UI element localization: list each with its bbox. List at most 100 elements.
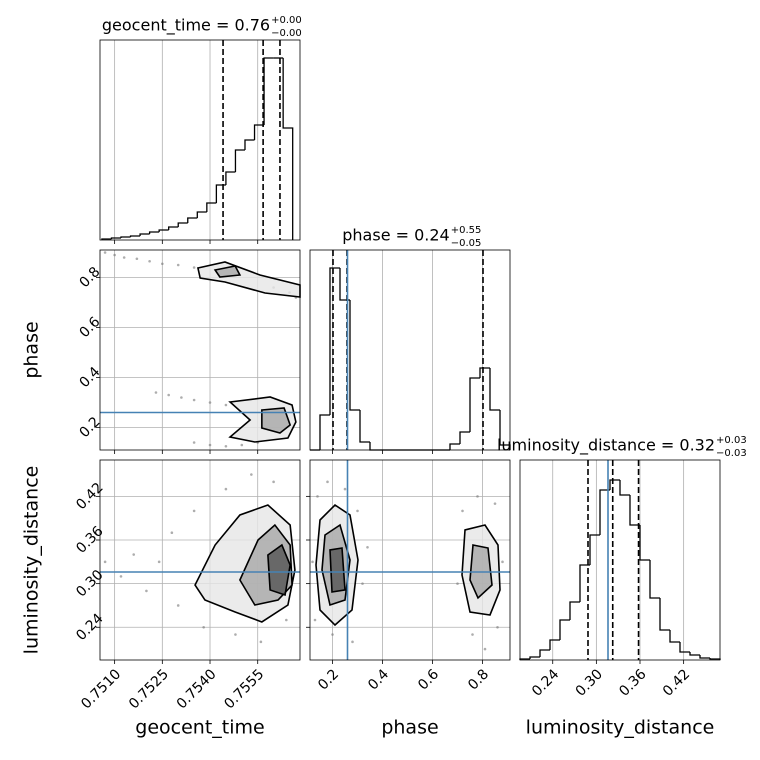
sample-point <box>208 443 212 447</box>
x-tick-label: 0.7555 <box>221 666 267 712</box>
sample-point <box>135 257 139 261</box>
y-axis-label: phase <box>21 321 43 378</box>
hist-bin <box>253 124 265 140</box>
panel-title: geocent_time = 0.76 <box>102 16 270 36</box>
hist-bin <box>569 601 580 620</box>
title-sub: −0.05 <box>451 238 482 249</box>
sample-point <box>240 443 244 447</box>
sample-point <box>157 560 161 564</box>
contour <box>329 547 346 593</box>
hist-bin <box>206 202 217 212</box>
hist-bin <box>549 639 560 650</box>
sample-point <box>154 391 158 394</box>
contour <box>196 261 301 298</box>
hist-bin <box>649 560 660 599</box>
sample-point <box>145 589 148 593</box>
contour <box>267 543 291 597</box>
hist-bin <box>319 414 330 450</box>
x-tick-label: 0.24 <box>529 666 562 699</box>
hist-bin <box>559 619 570 640</box>
panel-title: phase = 0.24 <box>342 226 449 245</box>
y-tick-label: 0.4 <box>76 364 103 391</box>
x-tick-label: 0.8 <box>465 666 492 693</box>
hist-bin <box>359 410 370 443</box>
sample-point <box>132 553 136 556</box>
hist-bin <box>263 57 274 125</box>
sample-point <box>180 396 183 399</box>
sample-point <box>103 251 107 254</box>
sample-point <box>356 509 359 513</box>
sample-point <box>285 618 288 622</box>
hist-bin <box>329 267 340 415</box>
y-tick-label: 0.2 <box>76 414 103 441</box>
hist-bin <box>609 479 620 490</box>
sample-point <box>311 560 314 564</box>
sample-point <box>167 393 170 397</box>
contour <box>261 407 292 434</box>
title-sup: +0.00 <box>271 15 302 26</box>
sample-point <box>456 582 459 585</box>
sample-point <box>234 633 237 636</box>
panel-frame <box>99 39 301 241</box>
sample-point <box>103 560 107 564</box>
x-axis-label: phase <box>381 717 438 739</box>
hist-bin <box>339 268 350 301</box>
hist-bin <box>244 139 255 150</box>
x-tick-label: 0.30 <box>573 666 606 699</box>
x-tick-label: 0.7525 <box>126 666 172 712</box>
panel-title: luminosity_distance = 0.32 <box>497 436 715 456</box>
sample-point <box>224 487 228 491</box>
hist-bin <box>589 534 600 565</box>
hist-bin <box>619 480 630 496</box>
sample-point <box>148 259 151 263</box>
hist-bin <box>539 649 550 657</box>
sample-point <box>176 604 180 607</box>
x-tick-label: 0.7540 <box>174 666 220 712</box>
hist-bin <box>215 184 226 203</box>
sample-point <box>366 545 369 549</box>
hist-bin <box>449 443 460 450</box>
sample-point <box>483 647 487 651</box>
hist-bin <box>529 656 540 659</box>
sample-point <box>192 398 196 402</box>
hist-bin <box>369 442 380 451</box>
hist-bin <box>599 489 610 535</box>
hist-bin <box>148 231 160 234</box>
x-tick-label: 0.6 <box>415 666 442 693</box>
panel-frame <box>99 459 301 661</box>
y-axis-label: luminosity_distance <box>21 466 43 655</box>
x-tick-label: 0.36 <box>616 666 649 699</box>
sample-point <box>361 582 364 585</box>
sample-point <box>331 633 334 636</box>
hist-bin <box>129 235 141 237</box>
title-sup: +0.03 <box>716 435 747 446</box>
hist-bin <box>639 525 650 561</box>
sample-point <box>259 640 263 644</box>
hist-bin <box>669 630 680 643</box>
sample-point <box>176 263 180 267</box>
x-axis-label: luminosity_distance <box>526 717 715 739</box>
sample-point <box>316 495 319 498</box>
sample-point <box>170 531 174 535</box>
hist-bin <box>187 217 198 223</box>
sample-point <box>351 640 354 644</box>
hist-bin <box>158 229 169 232</box>
hist-bin <box>689 652 700 656</box>
hist-bin <box>629 495 640 526</box>
x-tick-label: 0.4 <box>365 666 392 693</box>
hist-bin <box>139 233 150 236</box>
y-tick-label: 0.6 <box>76 314 103 341</box>
contour <box>213 265 242 278</box>
hist-bin <box>679 642 690 653</box>
sample-point <box>122 256 126 259</box>
sample-point <box>113 253 116 257</box>
x-tick-label: 0.42 <box>660 666 693 699</box>
x-axis-label: geocent_time <box>135 717 264 739</box>
sample-point <box>496 625 499 629</box>
hist-bin <box>469 377 480 432</box>
panel-frame <box>309 459 511 661</box>
hist-bin <box>479 367 490 378</box>
sample-point <box>208 401 212 404</box>
sample-point <box>161 262 164 266</box>
hist-bin <box>110 237 121 239</box>
